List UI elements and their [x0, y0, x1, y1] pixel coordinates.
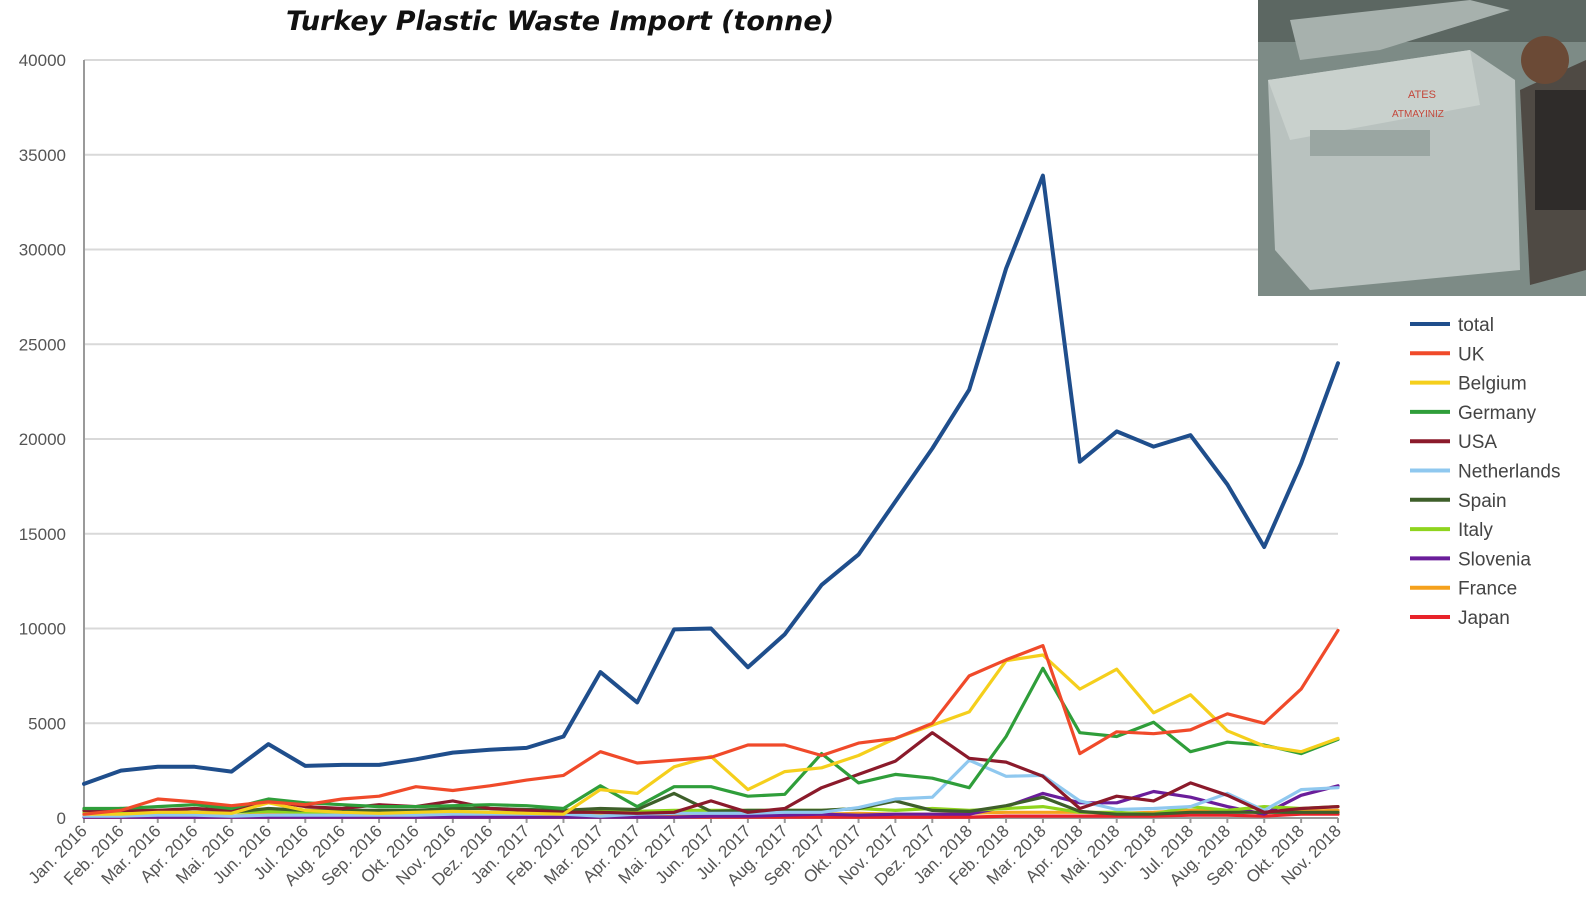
svg-text:ATMAYINIZ: ATMAYINIZ: [1392, 109, 1444, 120]
legend-label: USA: [1458, 432, 1497, 453]
legend: total UK Belgium Germany USA Netherlands Spain…: [1410, 315, 1560, 629]
legend-label: Germany: [1458, 403, 1537, 424]
legend-label: Belgium: [1458, 374, 1527, 395]
series-line-total: [82, 173, 1340, 786]
legend-label: UK: [1458, 344, 1485, 365]
series-lines: [82, 173, 1340, 819]
chart-title: Turkey Plastic Waste Import (tonne): [286, 6, 834, 37]
y-tick-label: 10000: [19, 620, 66, 639]
legend-label: total: [1458, 315, 1494, 336]
series-line-germany: [82, 666, 1340, 811]
y-tick-label: 5000: [28, 714, 66, 733]
series-line-spain: [82, 791, 1340, 816]
legend-label: Netherlands: [1458, 462, 1560, 483]
y-axis: 0 5000 10000 15000 20000 25000 30000 35000 40000: [19, 51, 85, 828]
y-tick-label: 30000: [19, 241, 66, 260]
legend-label: Slovenia: [1458, 549, 1531, 570]
y-tick-label: 20000: [19, 430, 66, 449]
y-tick-label: 0: [57, 809, 66, 828]
series-line-uk: [82, 628, 1340, 816]
series-line-netherlands: [82, 758, 1340, 818]
y-tick-label: 40000: [19, 51, 66, 70]
gridlines: [84, 59, 1338, 819]
svg-text:ATES: ATES: [1408, 89, 1436, 101]
legend-label: France: [1458, 579, 1517, 600]
legend-label: Italy: [1458, 520, 1493, 541]
dumpster-photo: ATES ATMAYINIZ: [1258, 0, 1586, 296]
y-tick-label: 35000: [19, 146, 66, 165]
legend-label: Japan: [1458, 608, 1510, 629]
y-tick-label: 15000: [19, 525, 66, 544]
y-tick-label: 25000: [19, 335, 66, 354]
legend-label: Spain: [1458, 491, 1507, 512]
